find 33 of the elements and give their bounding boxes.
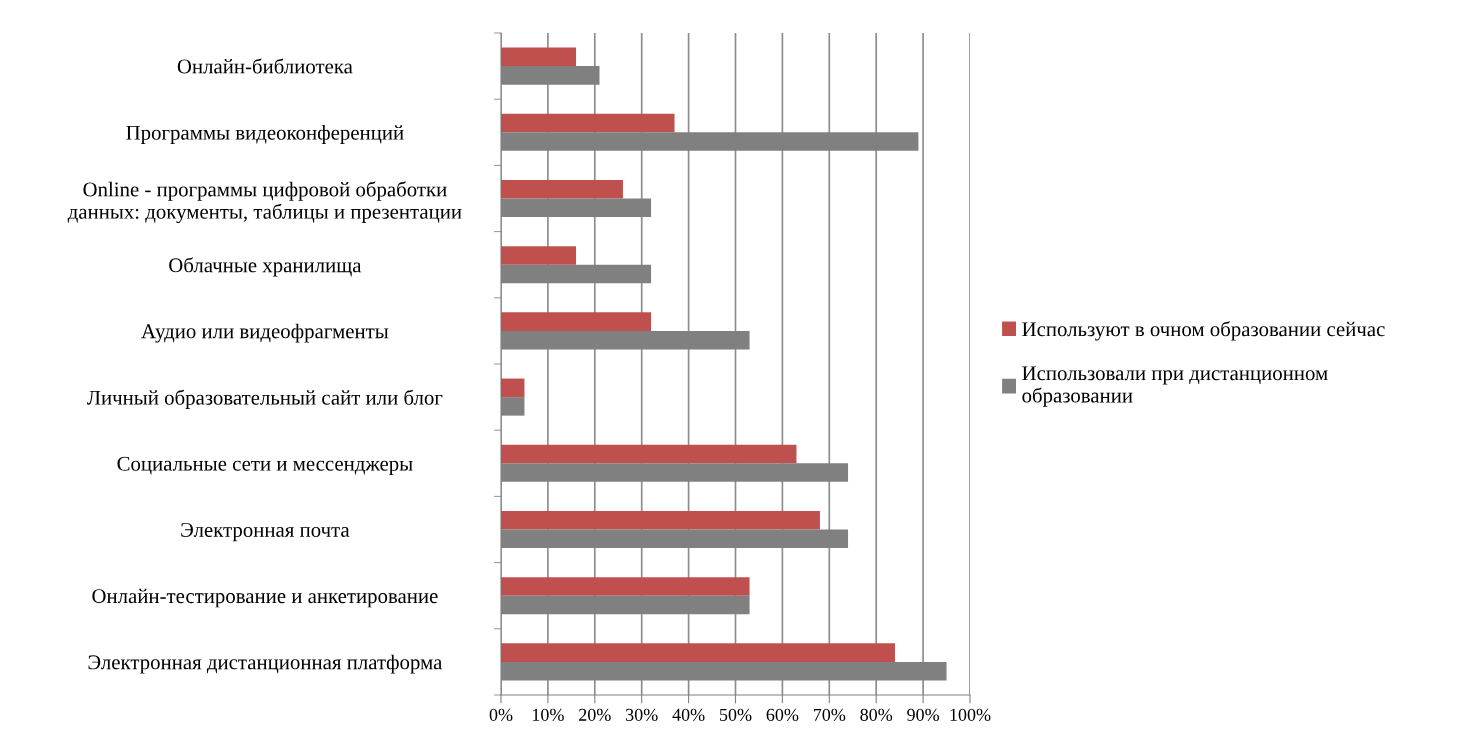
x-tick-label: 50% (720, 708, 752, 721)
bar (501, 312, 652, 331)
y-tick-label: Социальные сети и мессенджеры (117, 456, 413, 475)
y-tick-label: Облачные хранилища (169, 257, 362, 277)
y-tick-label: Электронная почта (181, 522, 350, 542)
bar (501, 444, 797, 464)
bar (501, 577, 750, 596)
y-tick-label: Online - программы цифровой обработки данных: документы, таблицы и презентации (67, 181, 462, 224)
bar (501, 246, 577, 265)
y-tick-label: Программы видеоконференций (126, 125, 404, 144)
bar (501, 378, 525, 398)
x-tick-label: 60% (766, 708, 799, 721)
y-tick-label: Онлайн-библиотека (177, 58, 353, 74)
legend-label: Используют в очном образовании сейчас (1022, 321, 1385, 341)
y-tick-label: Электронная дистанционная платформа (88, 654, 443, 674)
x-tick-label: 10% (532, 708, 564, 721)
bar (501, 113, 675, 133)
x-tick-label: 20% (579, 708, 611, 721)
bar (501, 510, 820, 530)
x-tick-label: 40% (672, 708, 705, 721)
y-tick-label: Аудио или видеофрагменты (141, 323, 389, 343)
x-tick-label: 30% (626, 708, 658, 721)
x-tick-label: 0% (489, 708, 513, 721)
x-tick-label: 100% (950, 708, 991, 721)
x-tick-label: 80% (860, 708, 893, 721)
bar (501, 643, 895, 662)
x-tick-label: 70% (813, 708, 846, 721)
x-tick-label: 90% (907, 708, 940, 721)
bar (501, 47, 577, 67)
y-tick-label: Личный образовательный сайт или блог (87, 389, 443, 409)
y-tick-label: Онлайн-тестирование и анкетирование (92, 588, 438, 608)
legend-label: Использовали при дистанционном образовании (1022, 366, 1328, 407)
bar (501, 179, 623, 199)
